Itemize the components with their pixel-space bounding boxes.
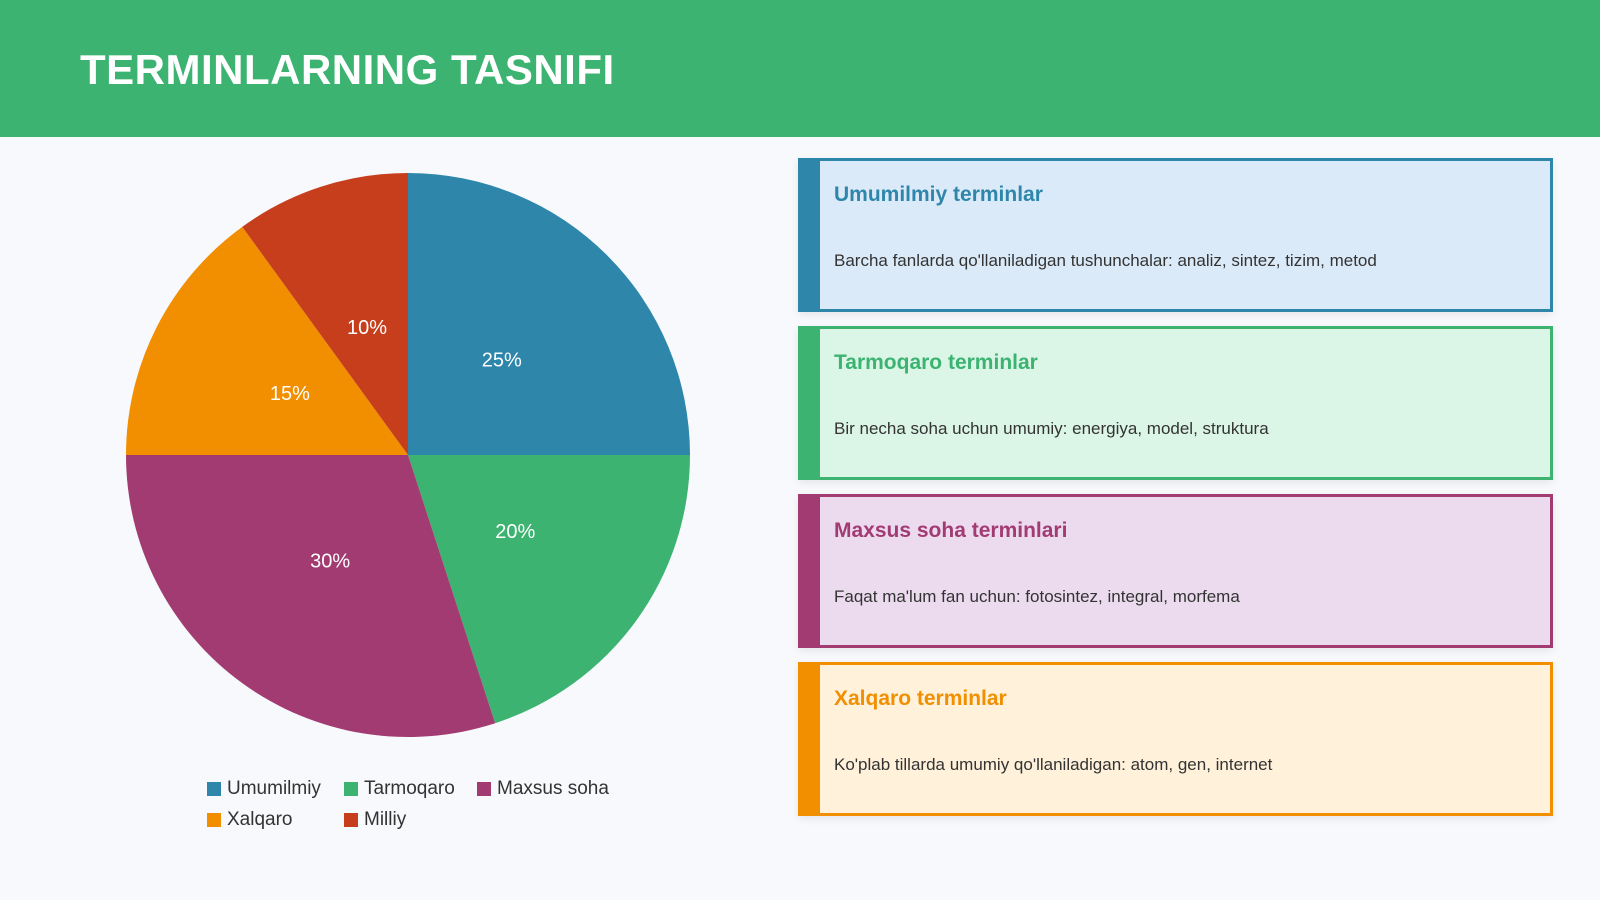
data-label: 20% xyxy=(495,521,535,543)
pie-slice xyxy=(126,455,496,737)
legend-label: Maxsus soha xyxy=(497,778,609,799)
legend-label: Milliy xyxy=(364,809,407,830)
legend-swatch xyxy=(344,813,358,827)
data-label: 10% xyxy=(347,317,387,339)
pie-slice xyxy=(126,226,408,455)
data-label: 25% xyxy=(482,350,522,372)
card-text: Ko'plab tillarda umumiy qo'llaniladigan:… xyxy=(834,755,1273,774)
card-text: Barcha fanlarda qo'llaniladigan tushunch… xyxy=(834,251,1377,270)
card-title: Umumilmiy terminlar xyxy=(834,183,1043,206)
legend-label: Umumilmiy xyxy=(227,778,321,799)
legend-label: Xalqaro xyxy=(227,809,293,830)
card-text: Faqat ma'lum fan uchun: fotosintez, inte… xyxy=(834,587,1240,606)
card: Xalqaro terminlar Ko'plab tillarda umumiy… xyxy=(798,662,1553,816)
legend-swatch xyxy=(207,782,221,796)
card-title: Xalqaro terminlar xyxy=(834,687,1007,710)
card-title: Tarmoqaro terminlar xyxy=(834,351,1038,374)
legend-swatch xyxy=(207,813,221,827)
header: TERMINLARNING TASNIFI xyxy=(0,0,1600,137)
pie-slice xyxy=(408,173,690,455)
pie-chart: 25% 20% 30% 15% 10% Umumilmiy Tarmoqaro Maxsus … xyxy=(126,173,690,830)
card-text: Bir necha soha uchun umumiy: energiya, m… xyxy=(834,419,1269,438)
card: Maxsus soha terminlari Faqat ma'lum fan u… xyxy=(798,494,1553,648)
legend-label: Tarmoqaro xyxy=(364,778,455,799)
card: Tarmoqaro terminlar Bir necha soha uchun … xyxy=(798,326,1553,480)
pie-slice xyxy=(242,173,408,455)
data-label: 30% xyxy=(310,551,350,573)
legend-swatch xyxy=(477,782,491,796)
page-title: TERMINLARNING TASNIFI xyxy=(80,46,615,93)
card-title: Maxsus soha terminlari xyxy=(834,519,1068,542)
legend-swatch xyxy=(344,782,358,796)
card: Umumilmiy terminlar Barcha fanlarda qo'll… xyxy=(798,158,1553,312)
pie-slice xyxy=(408,455,690,724)
data-label: 15% xyxy=(270,383,310,405)
